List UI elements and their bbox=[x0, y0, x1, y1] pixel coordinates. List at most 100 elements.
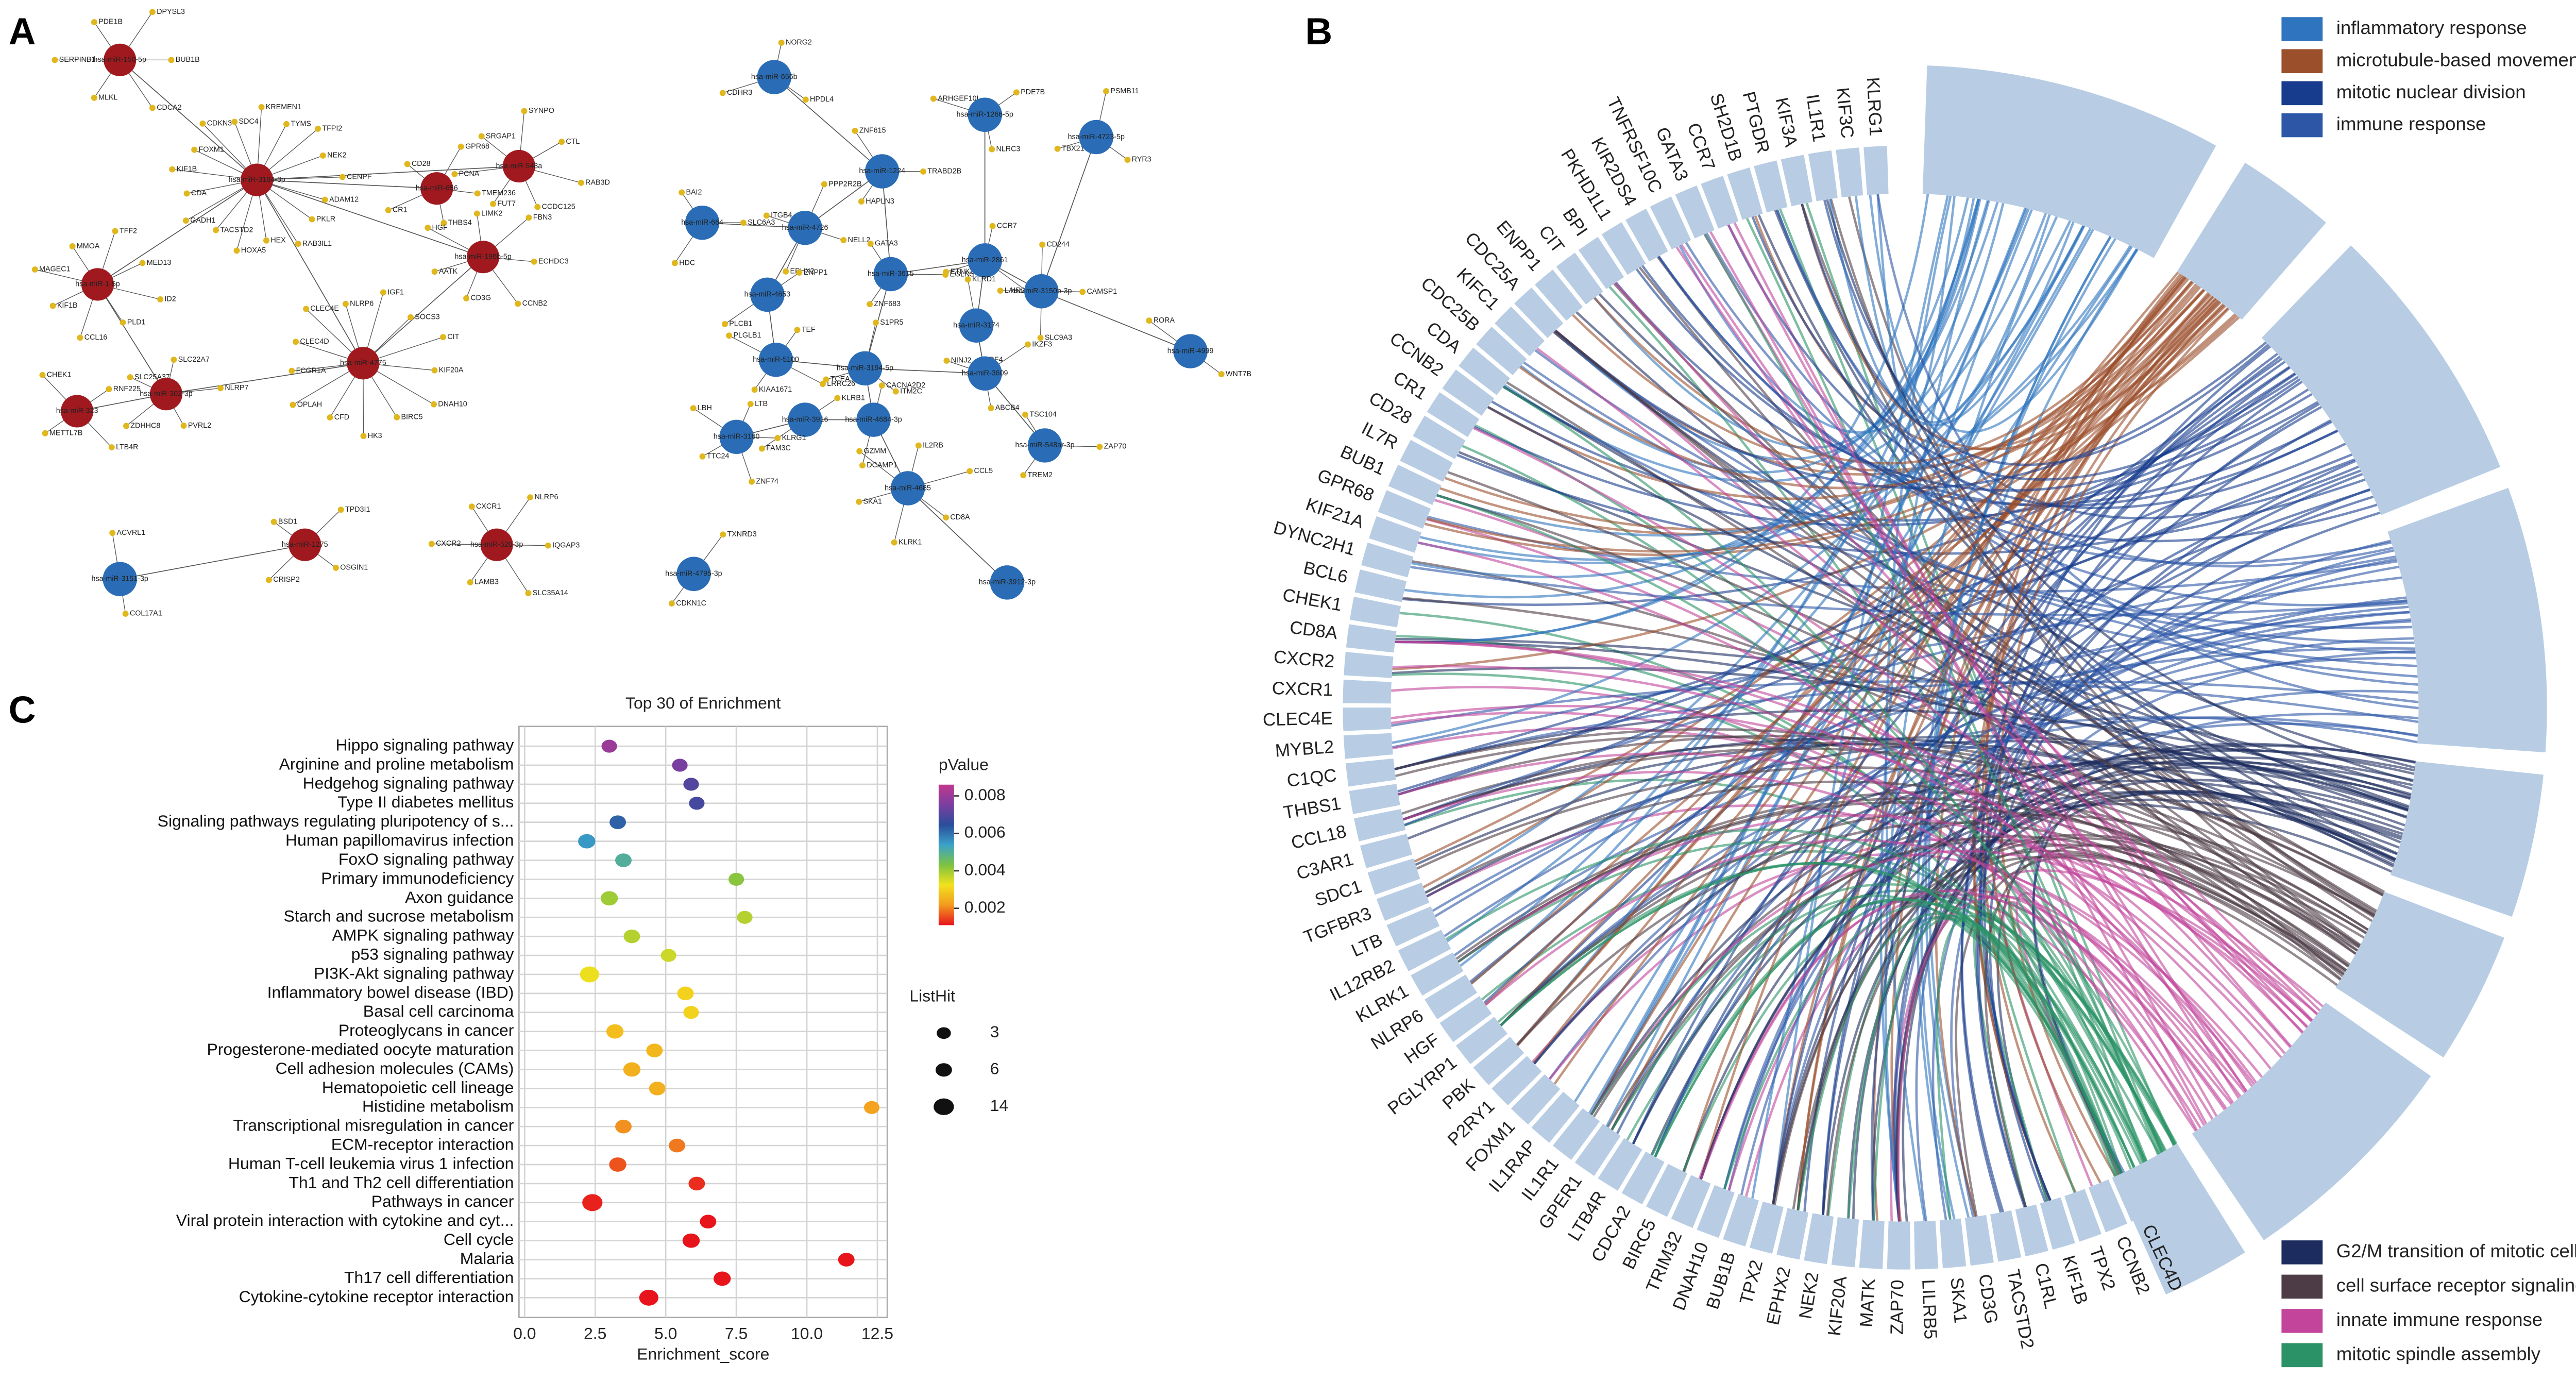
dot bbox=[623, 929, 640, 944]
panel-label: B bbox=[1305, 11, 1332, 53]
chord-ribbon bbox=[1590, 883, 2176, 1146]
nodes: BUB1B CDCA2 MLKL SERPINB1 PDE1B DPYSL3 hsa-miR… bbox=[31, 8, 1251, 618]
mirna-label: hsa-miR-3615 bbox=[868, 270, 914, 278]
gene-label: NLRC3 bbox=[996, 145, 1021, 153]
network-edge bbox=[907, 487, 1008, 583]
chord-ribbon bbox=[1657, 256, 2392, 565]
gene-node bbox=[293, 339, 299, 345]
gene-label: PSMB11 bbox=[1110, 87, 1139, 95]
gene-segment bbox=[1398, 930, 1451, 972]
network-edge bbox=[774, 76, 883, 172]
gene-label: ITM2C bbox=[900, 387, 922, 395]
chord-ribbon bbox=[1703, 233, 2218, 1117]
gene-label: HEX bbox=[270, 237, 286, 245]
gene-label: NLRP6 bbox=[350, 300, 374, 308]
gene-node bbox=[457, 143, 464, 150]
gene-label: LRRC26 bbox=[827, 380, 855, 388]
gene-segment bbox=[1349, 784, 1400, 814]
gene-segment bbox=[1534, 270, 1583, 321]
mirna-node bbox=[420, 172, 453, 205]
y-tick-label: ECM-receptor interaction bbox=[331, 1135, 514, 1154]
chord-ribbon bbox=[1876, 194, 2419, 710]
gene-node bbox=[796, 270, 803, 276]
gene-node bbox=[920, 168, 926, 175]
gene-label: NINJ2 bbox=[951, 357, 972, 365]
gene-label: ZNF74 bbox=[756, 477, 778, 485]
gene-label: S1PR5 bbox=[880, 318, 903, 327]
gene-label: LTB bbox=[755, 400, 768, 408]
gene-node bbox=[783, 268, 789, 275]
mirna-label: hsa-miR-3151-3p bbox=[92, 575, 148, 583]
chord-ribbon bbox=[1487, 406, 2396, 863]
chord-ribbon bbox=[1520, 198, 1980, 474]
x-axis-label: Enrichment_score bbox=[637, 1344, 769, 1363]
gene-node bbox=[467, 579, 473, 585]
gene-label: RORA bbox=[1154, 316, 1175, 325]
y-tick-label: Hedgehog signaling pathway bbox=[303, 773, 514, 792]
gene-node bbox=[943, 357, 950, 364]
gene-node bbox=[428, 541, 435, 547]
gene-segment bbox=[1754, 160, 1788, 213]
gene-label: CD8A bbox=[950, 513, 970, 521]
gene-label: ZNF683 bbox=[874, 300, 901, 308]
gene-node bbox=[1096, 443, 1103, 450]
size-legend-title: ListHit bbox=[909, 986, 955, 1005]
mirna-label: hsa-miR-1266-5p bbox=[956, 111, 1013, 119]
gene-node bbox=[915, 442, 922, 449]
gene-label: DCAMP1 bbox=[867, 461, 897, 469]
legend-label: microtubule-based movement bbox=[2336, 49, 2576, 70]
gene-label: TSC104 bbox=[1029, 411, 1056, 419]
gene-label: CIT bbox=[447, 333, 459, 341]
gene-label: PVRL2 bbox=[188, 422, 211, 430]
gene-segment bbox=[1473, 1037, 1524, 1085]
gene-node bbox=[892, 388, 899, 395]
gene-node bbox=[726, 332, 733, 339]
mirna-node bbox=[61, 395, 94, 428]
term-segment bbox=[2261, 245, 2500, 515]
chord-ribbon bbox=[1417, 541, 2248, 1092]
gene-node bbox=[169, 166, 176, 173]
gene-node bbox=[823, 376, 829, 383]
dot bbox=[623, 1062, 641, 1077]
gene-label: CTL bbox=[566, 138, 580, 146]
chord-ribbon bbox=[1847, 915, 2136, 1219]
mirna-label: hsa-miR-4999 bbox=[1167, 347, 1214, 355]
y-tick-label: Viral protein interaction with cytokine … bbox=[176, 1211, 514, 1229]
gene-label: CDKN1C bbox=[676, 599, 706, 608]
size-legend-label: 14 bbox=[990, 1096, 1008, 1115]
gene-label: HDC bbox=[679, 259, 695, 267]
gene-label: WNT7B bbox=[1226, 370, 1251, 378]
mirna-label: hsa-miR-4685 bbox=[885, 484, 931, 492]
chord-ribbon bbox=[1500, 716, 2418, 1026]
chord-ribbon bbox=[1402, 770, 2214, 1120]
chord-ribbon bbox=[1484, 838, 2256, 1085]
gene-segment bbox=[1343, 733, 1393, 759]
gene-label: ADAM12 bbox=[329, 195, 359, 204]
gene-label: CRISP2 bbox=[273, 576, 300, 584]
gene-node bbox=[425, 225, 431, 231]
gene-segment bbox=[1701, 176, 1739, 229]
gene-label: MMOA bbox=[77, 242, 100, 250]
gene-label: RAB3D bbox=[585, 179, 610, 187]
gene-node bbox=[751, 386, 758, 393]
legend-label: innate immune response bbox=[2336, 1309, 2543, 1330]
chord-ribbon bbox=[1772, 301, 2222, 1205]
network-edge bbox=[257, 165, 519, 180]
mirna-node bbox=[856, 402, 891, 437]
chord-ribbon bbox=[1797, 281, 2194, 1210]
gene-label: HAPLN3 bbox=[866, 197, 894, 206]
gene-node bbox=[270, 518, 277, 525]
gene-label: EPHX2 bbox=[790, 267, 815, 276]
panel-b: KLRG1KIF3CIL1R1KIF3APTGDRSH2D1BCCR7GATA3… bbox=[1263, 17, 2576, 1368]
gene-segment bbox=[1455, 1017, 1508, 1064]
gene-segment bbox=[1344, 652, 1394, 678]
chord-ribbon bbox=[1502, 385, 2145, 1163]
mirna-node bbox=[788, 210, 822, 245]
mirna-node bbox=[750, 277, 785, 312]
gene-label: NEK2 bbox=[327, 151, 346, 160]
gene-node bbox=[212, 227, 219, 233]
dot bbox=[838, 1253, 855, 1267]
gene-label: TFPI2 bbox=[322, 125, 342, 133]
legend-label: mitotic nuclear division bbox=[2336, 81, 2526, 103]
gene-segment bbox=[1574, 1123, 1621, 1176]
